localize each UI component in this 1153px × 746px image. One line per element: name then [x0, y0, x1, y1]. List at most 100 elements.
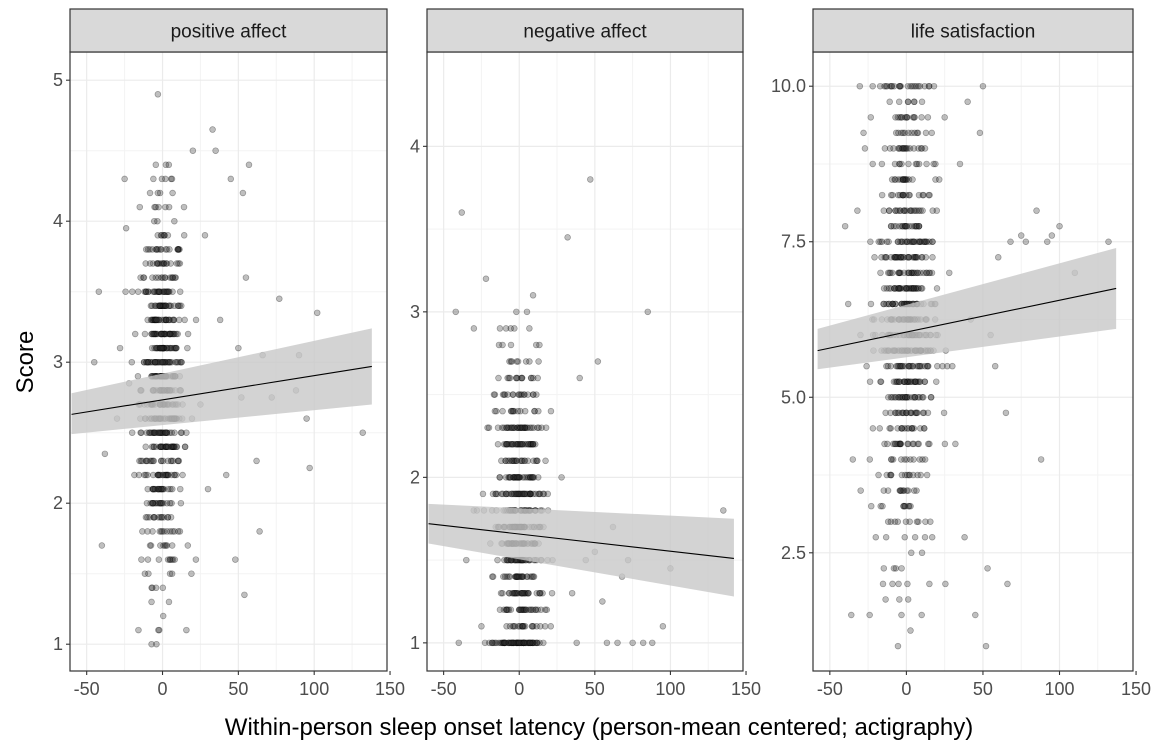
data-point	[649, 639, 656, 647]
data-point	[527, 474, 534, 481]
data-point	[490, 639, 497, 647]
data-point	[504, 556, 512, 564]
data-point	[513, 573, 520, 580]
data-point	[529, 374, 537, 382]
data-point	[901, 456, 908, 463]
data-point	[896, 440, 904, 448]
data-point	[878, 191, 886, 199]
data-point	[500, 639, 508, 647]
data-point	[893, 440, 901, 448]
data-point	[512, 573, 519, 580]
data-point	[921, 238, 928, 245]
data-point	[158, 443, 165, 451]
data-point	[161, 302, 169, 310]
data-point	[514, 639, 522, 647]
data-point	[901, 362, 909, 370]
data-point	[491, 639, 499, 647]
data-point	[159, 302, 167, 310]
x-tick-label: 50	[228, 679, 248, 699]
data-point	[892, 409, 899, 417]
data-point	[489, 490, 497, 498]
data-point	[144, 288, 152, 295]
data-point	[521, 606, 529, 614]
data-point	[517, 490, 525, 498]
data-point	[151, 330, 158, 338]
data-point	[222, 471, 230, 479]
data-point	[915, 222, 923, 230]
data-point	[152, 274, 160, 281]
data-point	[174, 457, 182, 465]
data-point	[921, 82, 928, 90]
data-point	[508, 457, 516, 465]
data-point	[913, 207, 921, 214]
data-point	[147, 302, 155, 310]
data-point	[517, 639, 525, 647]
data-point	[890, 285, 898, 292]
data-point	[167, 485, 174, 493]
data-point	[900, 176, 907, 183]
data-point	[503, 606, 511, 614]
data-point	[245, 161, 253, 169]
data-point	[503, 556, 511, 564]
data-point	[162, 288, 170, 295]
data-point	[512, 474, 519, 481]
data-point	[899, 191, 907, 199]
data-point	[152, 584, 160, 592]
data-point	[915, 285, 922, 292]
data-point	[915, 82, 922, 90]
data-point	[920, 425, 928, 432]
data-point	[909, 238, 916, 245]
data-point	[177, 429, 185, 436]
data-point	[165, 330, 173, 338]
data-point	[153, 288, 160, 295]
data-point	[659, 623, 667, 630]
data-point	[159, 344, 167, 352]
data-point	[134, 288, 142, 295]
data-point	[908, 549, 915, 557]
data-point	[907, 362, 915, 370]
data-point	[522, 441, 530, 448]
data-point	[926, 191, 933, 199]
data-point	[148, 640, 155, 648]
data-point	[176, 302, 184, 310]
data-point	[890, 145, 897, 152]
data-point	[519, 474, 527, 481]
data-point	[903, 409, 910, 417]
data-point	[914, 269, 921, 277]
data-point	[160, 260, 167, 267]
facet-strip	[426, 8, 744, 53]
data-point	[505, 424, 512, 431]
data-point	[923, 362, 931, 370]
data-point	[492, 490, 499, 498]
data-point	[509, 639, 517, 647]
data-point	[173, 471, 180, 479]
data-point	[916, 362, 924, 370]
data-point	[148, 344, 156, 352]
data-point	[930, 160, 937, 168]
data-point	[504, 457, 512, 465]
data-point	[155, 471, 162, 479]
data-point	[500, 573, 507, 580]
data-point	[144, 556, 152, 563]
data-point	[521, 391, 528, 398]
data-point	[869, 425, 877, 432]
data-point	[905, 191, 913, 199]
data-point	[900, 269, 908, 277]
data-point	[519, 606, 527, 614]
data-point	[160, 260, 168, 267]
data-point	[129, 288, 136, 295]
data-point	[903, 238, 910, 245]
data-point	[521, 441, 528, 448]
data-point	[507, 358, 515, 365]
plot-area	[70, 52, 387, 671]
data-point	[154, 358, 161, 366]
data-point	[916, 394, 923, 401]
data-point	[152, 344, 160, 352]
data-point	[912, 254, 920, 261]
data-point	[530, 391, 537, 398]
data-point	[908, 269, 916, 277]
data-point	[896, 440, 904, 448]
data-point	[146, 514, 153, 521]
data-point	[928, 394, 935, 401]
data-point	[514, 490, 522, 498]
